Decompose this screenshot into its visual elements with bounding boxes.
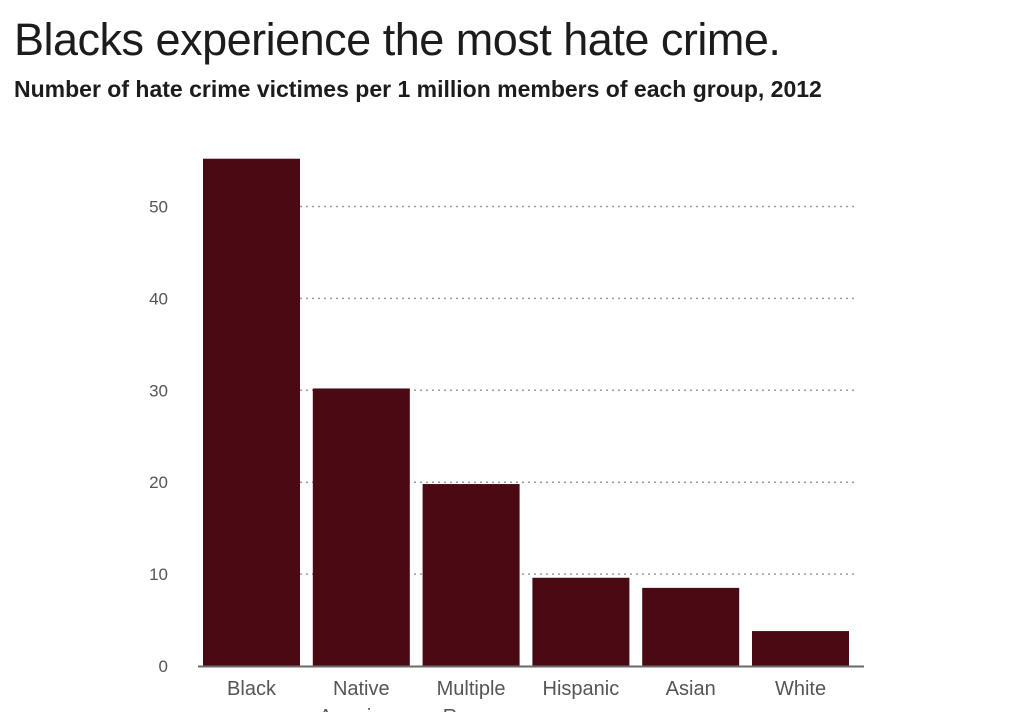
chart-subtitle: Number of hate crime victimes per 1 mill… <box>14 76 822 102</box>
x-tick-label: Asian <box>666 678 716 700</box>
x-tick-label: Hispanic <box>543 678 620 700</box>
y-tick-label-40: 40 <box>149 289 168 308</box>
y-tick-label-30: 30 <box>149 381 168 400</box>
y-tick-label-10: 10 <box>149 565 168 584</box>
x-tick-label: Black <box>227 678 277 700</box>
x-tick-label: American <box>319 706 403 712</box>
bars <box>203 158 849 666</box>
y-tick-label-50: 50 <box>149 198 168 217</box>
bar-multiple-races <box>422 484 520 666</box>
bar-asian <box>642 587 740 666</box>
bar-white <box>752 631 849 666</box>
bar-hispanic <box>532 577 630 666</box>
chart-title: Blacks experience the most hate crime. <box>14 14 781 65</box>
bar-black <box>203 158 300 666</box>
x-tick-label: Native <box>333 678 390 700</box>
labels: 0 10 20 30 40 50 Black Native American Multiple Ra… <box>149 198 826 712</box>
x-tick-label: Races <box>443 706 500 712</box>
y-tick-label-0: 0 <box>159 657 168 676</box>
x-tick-label: Multiple <box>437 678 506 700</box>
bar-native-american <box>312 388 410 666</box>
y-tick-label-20: 20 <box>149 473 168 492</box>
x-tick-label: White <box>775 678 826 700</box>
